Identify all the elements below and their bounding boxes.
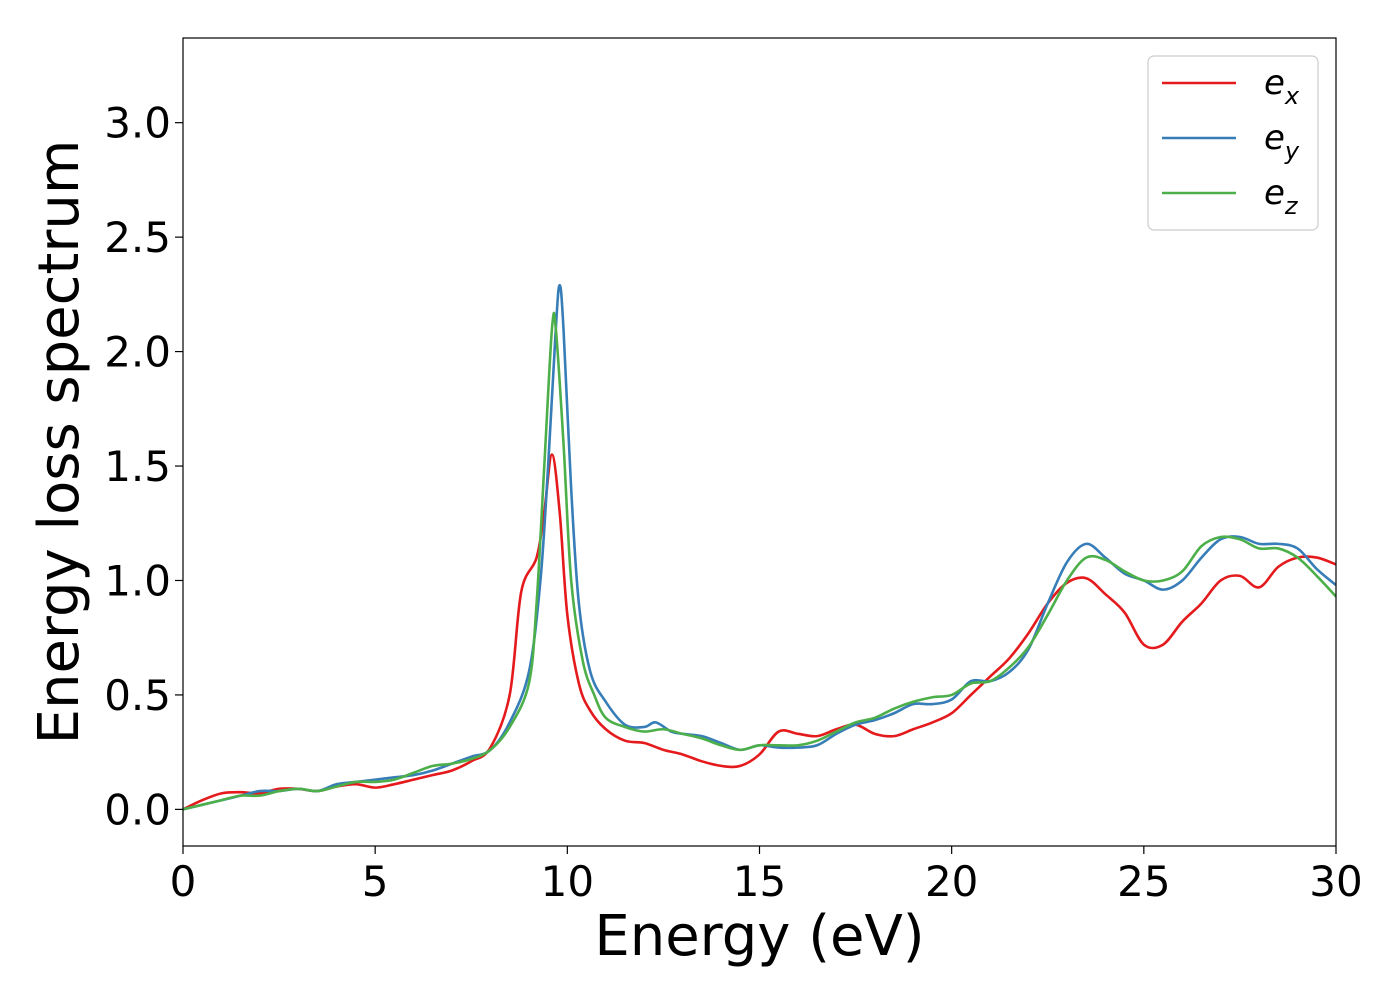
y-tick-label: 2.0 bbox=[104, 328, 171, 377]
x-tick-label: 0 bbox=[170, 857, 197, 906]
x-tick-label: 10 bbox=[541, 857, 594, 906]
series-line-x bbox=[183, 453, 1336, 811]
y-tick-label: 1.0 bbox=[104, 556, 171, 605]
y-tick-label: 2.5 bbox=[104, 213, 171, 262]
y-axis-title: Energy loss spectrum bbox=[27, 140, 92, 745]
y-tick-label: 0.5 bbox=[104, 671, 171, 720]
series-layer bbox=[183, 283, 1336, 811]
x-tick-label: 15 bbox=[733, 857, 786, 906]
x-tick-label: 20 bbox=[925, 857, 978, 906]
legend-box bbox=[1147, 55, 1319, 231]
y-tick-label: 1.5 bbox=[104, 442, 171, 491]
x-axis-title: Energy (eV) bbox=[594, 904, 924, 969]
legend-label-y: ey bbox=[1264, 118, 1300, 165]
legend-label-x: ex bbox=[1264, 63, 1300, 110]
x-tick-label: 25 bbox=[1117, 857, 1170, 906]
series-line-z bbox=[183, 311, 1336, 811]
legend-label-z: ez bbox=[1264, 173, 1299, 220]
x-tick-label: 5 bbox=[362, 857, 389, 906]
legend: ex ey ez bbox=[1147, 55, 1319, 231]
y-tick-label: 3.0 bbox=[104, 99, 171, 148]
x-tick-label: 30 bbox=[1309, 857, 1362, 906]
series-line-y bbox=[183, 283, 1336, 811]
y-tick-label: 0.0 bbox=[104, 785, 171, 834]
ticks-layer: 0 5 10 15 20 25 30 0.0 0.5 1.0 1.5 2.0 2.5 3.0 bbox=[104, 99, 1363, 906]
